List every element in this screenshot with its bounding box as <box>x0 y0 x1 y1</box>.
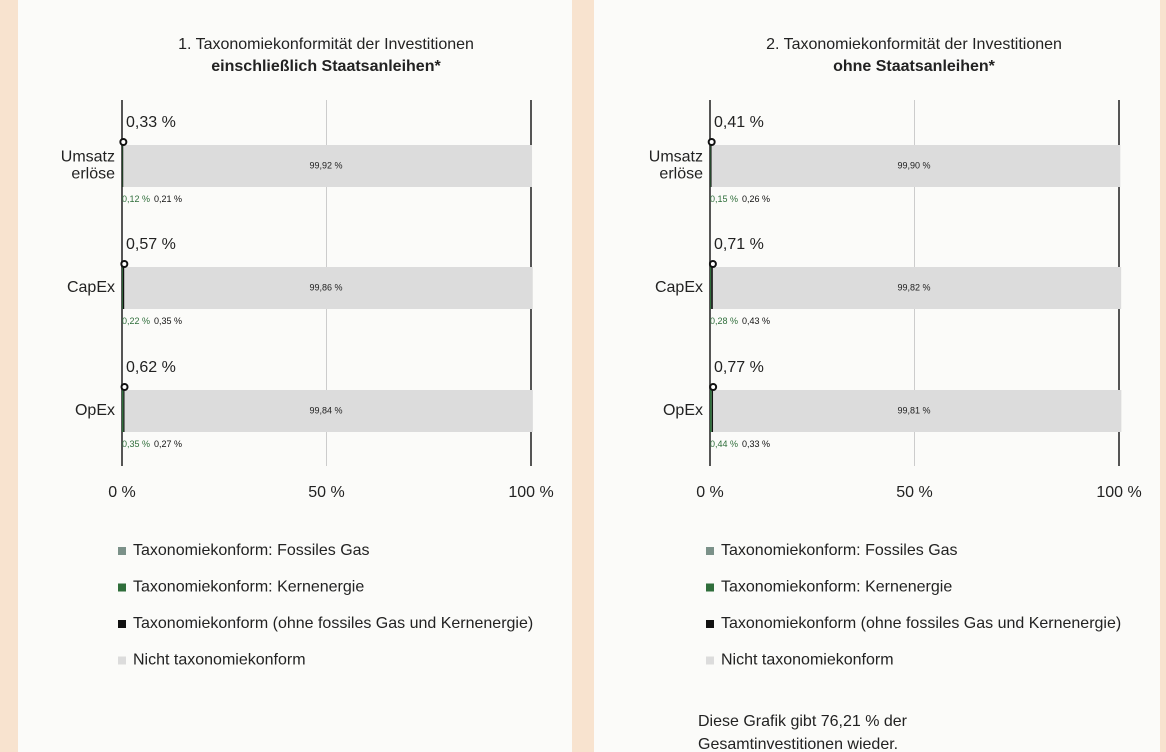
legend-label: Nicht taxonomiekonform <box>133 652 306 669</box>
note: Diese Grafik gibt 76,21 % der <box>698 713 908 730</box>
total-marker <box>120 260 129 268</box>
segment-label: 0,33 % <box>742 439 770 449</box>
category-label: erlöse <box>659 166 703 183</box>
bar-segment <box>122 145 124 187</box>
legend-swatch <box>706 656 714 665</box>
legend-label: Taxonomiekonform: Kernenergie <box>721 579 952 596</box>
x-tick-label: 0 % <box>108 484 136 501</box>
legend-swatch <box>118 547 126 555</box>
segment-label: 0,28 % 0,43 % <box>710 316 770 326</box>
segment-label: 0,43 % <box>742 316 770 326</box>
bar-segment <box>710 145 711 187</box>
legend-swatch <box>118 583 126 592</box>
chart-title: 1. Taxonomiekonformität der Investitione… <box>178 36 474 53</box>
bar-segment <box>122 390 124 432</box>
bar-segment <box>124 267 533 309</box>
chart-title: ohne Staatsanleihen* <box>833 58 996 75</box>
legend-swatch <box>706 620 714 628</box>
category-label: Umsatz <box>61 149 115 166</box>
total-marker <box>708 260 717 268</box>
segment-label: 0,12 % 0,21 % <box>122 194 182 204</box>
segment-label: 0,22 % 0,35 % <box>122 316 182 326</box>
chart-title: 2. Taxonomiekonformität der Investitione… <box>766 36 1062 53</box>
legend-swatch <box>118 656 126 665</box>
note: Gesamtinvestitionen wieder. <box>698 736 898 752</box>
segment-label: 0,35 % <box>122 439 150 449</box>
segment-label: 0,21 % <box>154 194 182 204</box>
x-tick-label: 50 % <box>308 484 344 501</box>
total-label: 0,57 % <box>126 236 176 253</box>
segment-label: 99,90 % <box>897 160 930 170</box>
total-marker <box>709 383 718 391</box>
segment-label: 0,15 % <box>710 194 738 204</box>
bar-segment <box>123 145 533 187</box>
legend-swatch <box>706 547 714 555</box>
segment-label: 0,35 % 0,27 % <box>122 439 182 449</box>
legend-label: Taxonomiekonform: Fossiles Gas <box>721 542 958 559</box>
x-tick-label: 50 % <box>896 484 932 501</box>
segment-label: 99,92 % <box>309 160 342 170</box>
x-tick-label: 100 % <box>508 484 553 501</box>
bar-segment <box>710 267 712 309</box>
category-label: CapEx <box>655 279 703 296</box>
total-label: 0,62 % <box>126 359 176 376</box>
category-label: CapEx <box>67 279 115 296</box>
total-marker <box>120 383 129 391</box>
segment-label: 99,81 % <box>897 405 930 415</box>
legend-label: Taxonomiekonform: Fossiles Gas <box>133 542 370 559</box>
bar-segment <box>710 390 712 432</box>
segment-label: 0,27 % <box>154 439 182 449</box>
total-label: 0,41 % <box>714 114 764 131</box>
segment-label: 0,15 % 0,26 % <box>710 194 770 204</box>
category-label: erlöse <box>71 166 115 183</box>
bar-segment <box>122 267 123 309</box>
segment-label: 0,26 % <box>742 194 770 204</box>
panel <box>18 0 572 752</box>
segment-label: 0,44 % 0,33 % <box>710 439 770 449</box>
category-label: Umsatz <box>649 149 703 166</box>
total-marker <box>707 138 716 146</box>
bar-segment <box>711 267 713 309</box>
chart-title: einschließlich Staatsanleihen* <box>211 58 441 75</box>
segment-label: 0,28 % <box>710 316 738 326</box>
segment-label: 0,22 % <box>122 316 150 326</box>
segment-label: 99,82 % <box>897 282 930 292</box>
category-label: OpEx <box>663 402 703 419</box>
x-tick-label: 0 % <box>696 484 724 501</box>
segment-label: 99,86 % <box>309 282 342 292</box>
bar-segment <box>712 267 1122 309</box>
bar-segment <box>123 390 125 432</box>
bar-segment <box>122 267 125 309</box>
bar-segment <box>713 390 1122 432</box>
bar-segment <box>711 145 1121 187</box>
legend-swatch <box>118 620 126 628</box>
panel <box>594 0 1160 752</box>
category-label: OpEx <box>75 402 115 419</box>
legend-label: Taxonomiekonform (ohne fossiles Gas und … <box>133 615 533 632</box>
bar-segment <box>711 390 714 432</box>
legend-label: Taxonomiekonform (ohne fossiles Gas und … <box>721 615 1121 632</box>
segment-label: 0,35 % <box>154 316 182 326</box>
segment-label: 0,12 % <box>122 194 150 204</box>
legend-label: Taxonomiekonform: Kernenergie <box>133 579 364 596</box>
total-label: 0,33 % <box>126 114 176 131</box>
x-tick-label: 100 % <box>1096 484 1141 501</box>
legend-label: Nicht taxonomiekonform <box>721 652 894 669</box>
segment-label: 0,44 % <box>710 439 738 449</box>
total-label: 0,77 % <box>714 359 764 376</box>
segment-label: 99,84 % <box>309 405 342 415</box>
bar-segment <box>124 390 533 432</box>
bar-segment <box>710 145 712 187</box>
legend-swatch <box>706 583 714 592</box>
total-label: 0,71 % <box>714 236 764 253</box>
total-marker <box>119 138 128 146</box>
